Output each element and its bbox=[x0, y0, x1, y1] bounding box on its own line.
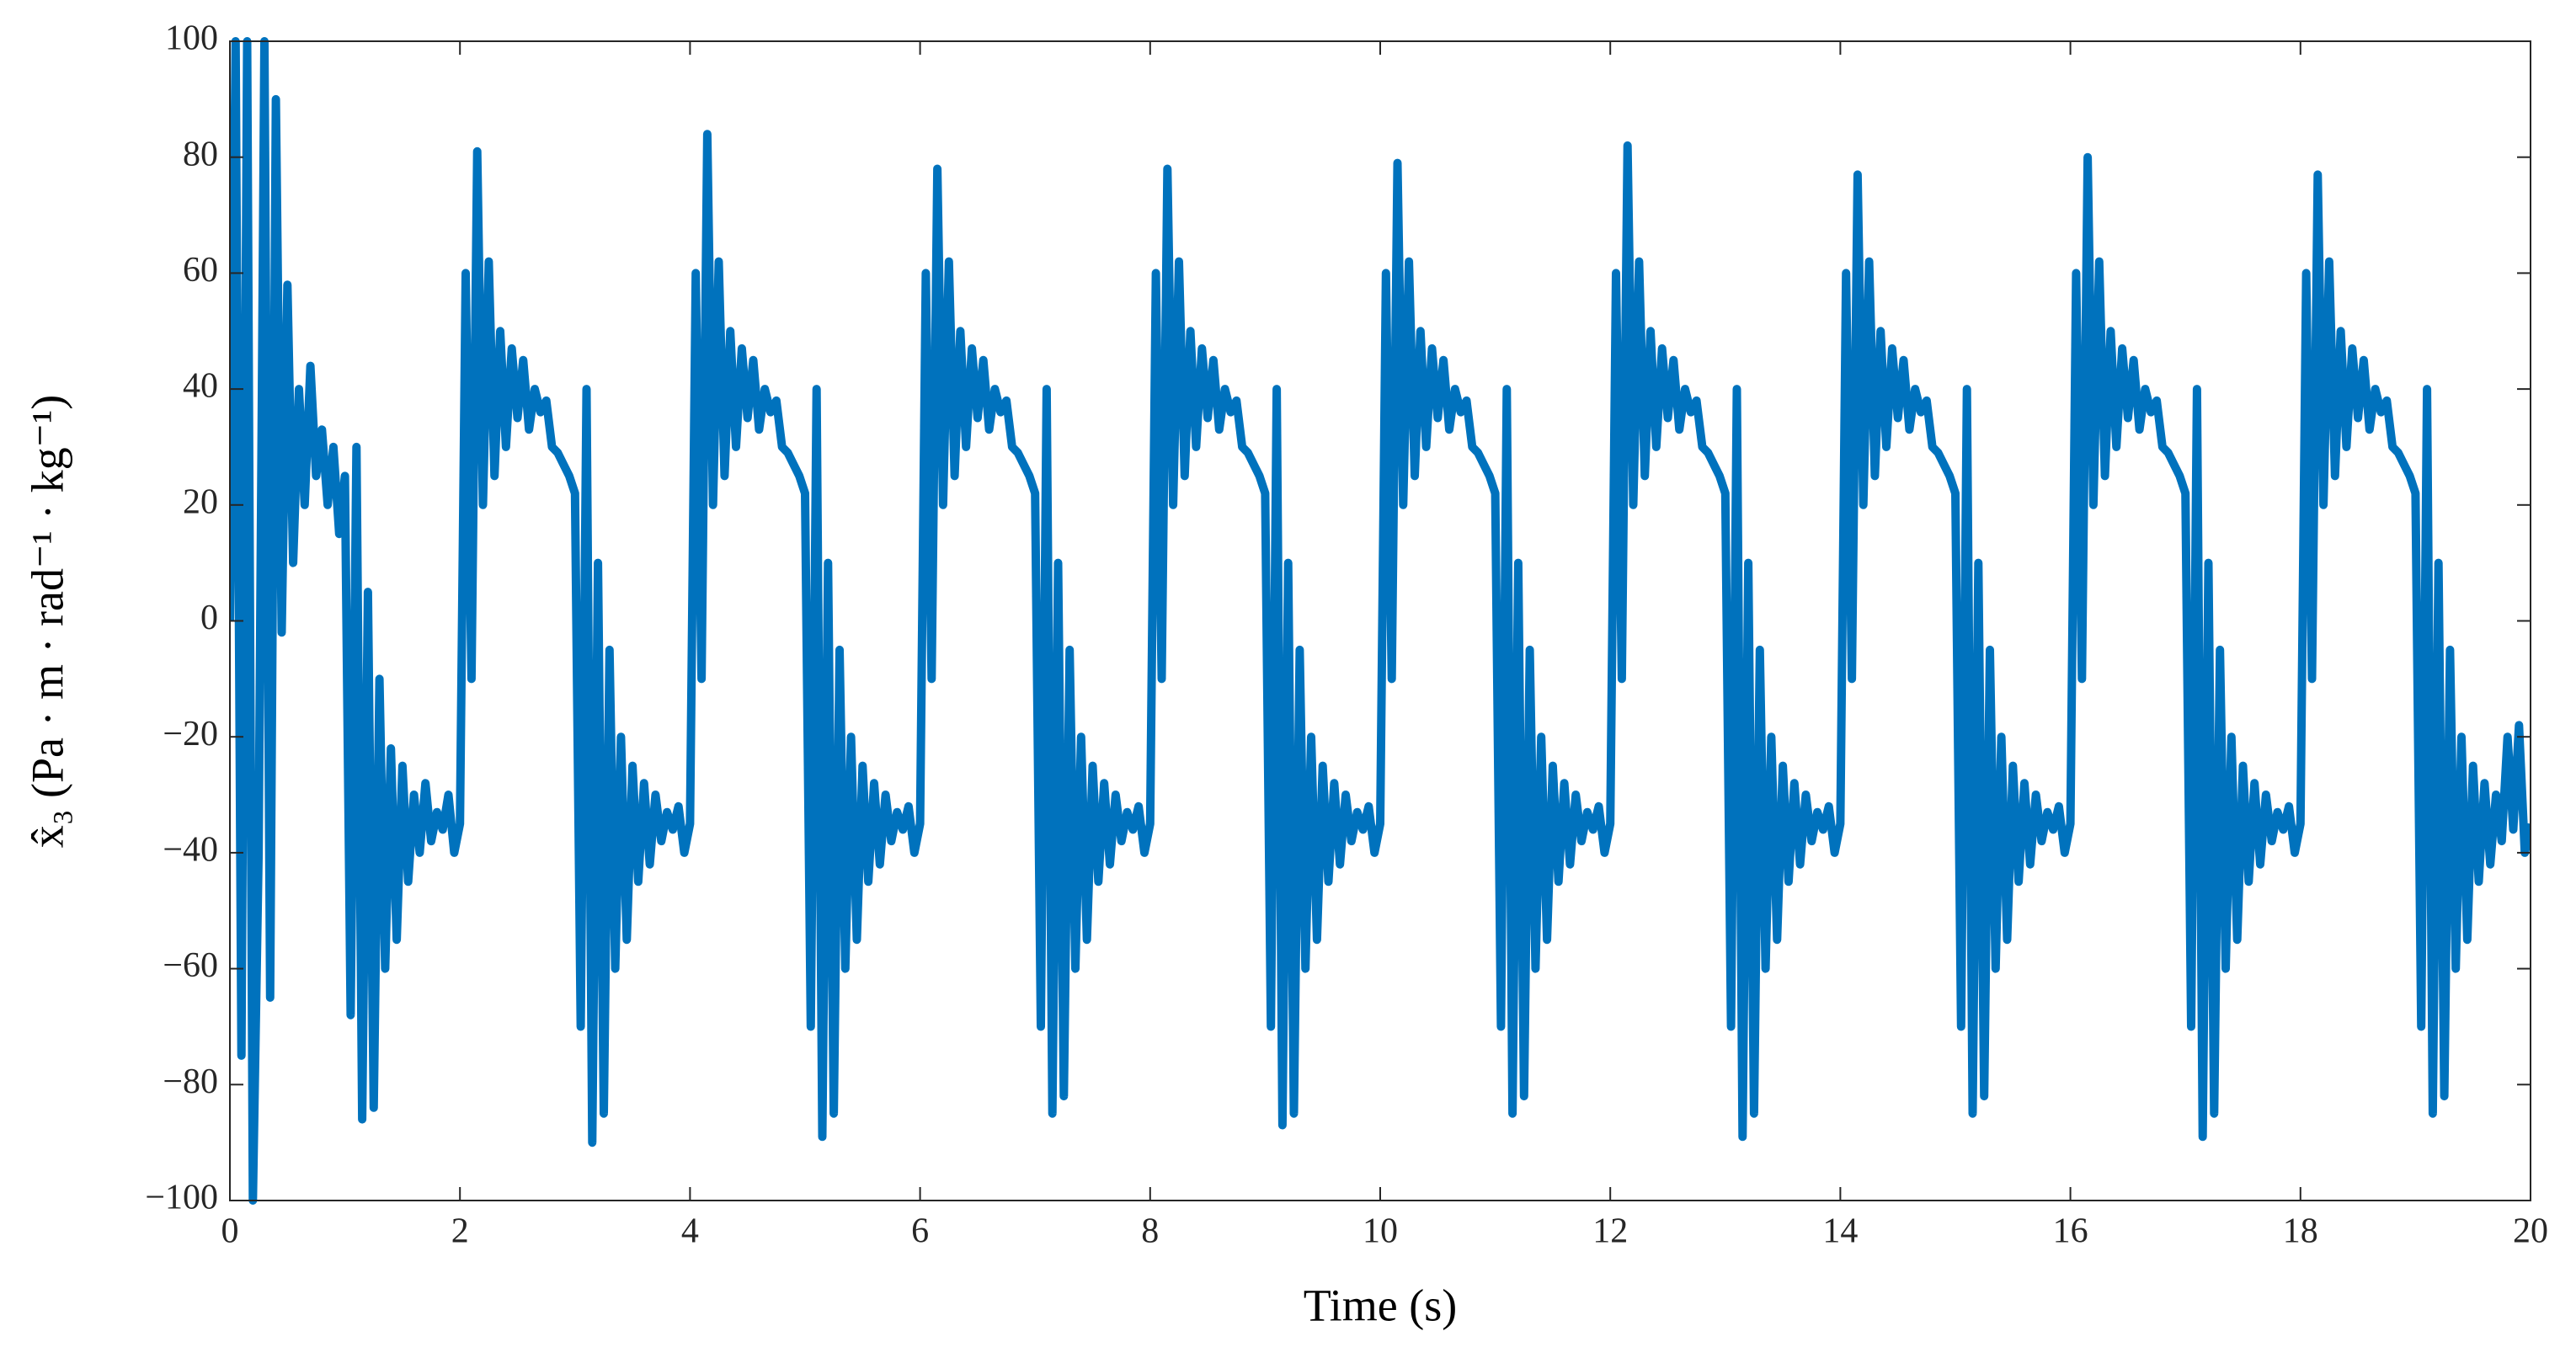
y-tick-label: 0 bbox=[200, 599, 218, 637]
x-tick-label: 20 bbox=[2513, 1212, 2548, 1251]
x-tick-label: 6 bbox=[911, 1212, 929, 1251]
y-tick-label: 100 bbox=[165, 19, 218, 58]
x-tick-label: 8 bbox=[1141, 1212, 1159, 1251]
y-tick-label: 40 bbox=[183, 367, 218, 406]
y-tick-label: −60 bbox=[163, 946, 218, 985]
data-line bbox=[230, 37, 2531, 1205]
x-tick-label: 18 bbox=[2283, 1212, 2318, 1251]
x-axis-label: Time (s) bbox=[1304, 1280, 1458, 1330]
x-tick-label: 12 bbox=[1592, 1212, 1628, 1251]
x-tick-label: 16 bbox=[2053, 1212, 2088, 1251]
x-tick-label: 14 bbox=[1822, 1212, 1858, 1251]
y-axis-label: x̂₃ (Pa · m · rad⁻¹ · kg⁻¹) bbox=[22, 395, 72, 849]
x-tick-label: 2 bbox=[451, 1212, 469, 1251]
x-tick-label: 4 bbox=[681, 1212, 699, 1251]
x-tick-label: 0 bbox=[221, 1212, 239, 1251]
y-tick-label: −100 bbox=[145, 1179, 218, 1217]
y-tick-label: −80 bbox=[163, 1062, 218, 1101]
y-tick-label: −20 bbox=[163, 715, 218, 753]
x-tick-label: 10 bbox=[1363, 1212, 1398, 1251]
y-tick-label: 20 bbox=[183, 482, 218, 521]
y-tick-label: 80 bbox=[183, 135, 218, 173]
y-tick-label: −40 bbox=[163, 831, 218, 870]
y-tick-label: 60 bbox=[183, 251, 218, 290]
